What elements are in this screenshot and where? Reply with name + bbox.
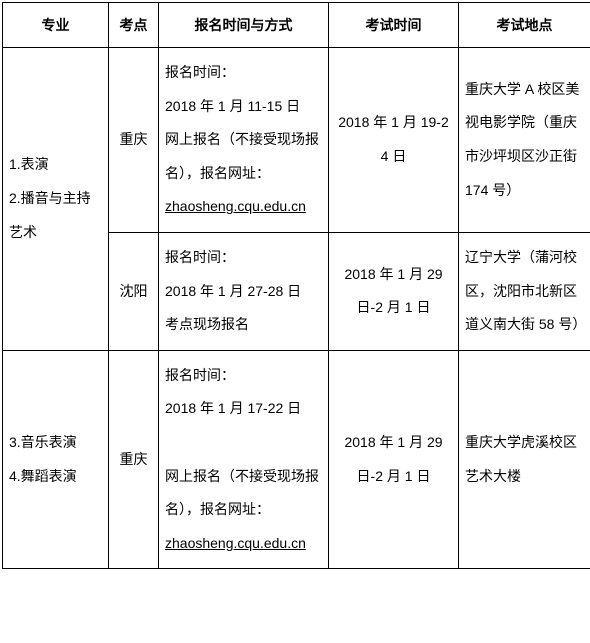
header-site: 考点 [109,3,159,48]
cell-exam-location: 辽宁大学（蒲河校区，沈阳市北新区道义南大街 58 号） [459,232,590,350]
cell-exam-time: 2018 年 1 月 29 日-2 月 1 日 [329,232,459,350]
header-major: 专业 [3,3,109,48]
registration-text: 报名时间：2018 年 1 月 17-22 日网上报名（不接受现场报名），报名网… [165,367,319,517]
cell-exam-location: 重庆大学 A 校区美视电影学院（重庆市沙坪坝区沙正街 174 号） [459,48,590,233]
header-exam-time: 考试时间 [329,3,459,48]
header-exam-location: 考试地点 [459,3,590,48]
registration-url: zhaosheng.cqu.edu.cn [165,198,306,214]
cell-exam-time: 2018 年 1 月 19-24 日 [329,48,459,233]
cell-registration: 报名时间：2018 年 1 月 11-15 日网上报名（不接受现场报名），报名网… [159,48,329,233]
cell-site: 重庆 [109,350,159,569]
cell-exam-location: 重庆大学虎溪校区艺术大楼 [459,350,590,569]
cell-major: 1.表演2.播音与主持艺术 [3,48,109,351]
table-header-row: 专业 考点 报名时间与方式 考试时间 考试地点 [3,3,590,48]
cell-exam-time: 2018 年 1 月 29 日-2 月 1 日 [329,350,459,569]
registration-text: 报名时间：2018 年 1 月 11-15 日网上报名（不接受现场报名），报名网… [165,64,319,181]
cell-registration: 报名时间：2018 年 1 月 27-28 日考点现场报名 [159,232,329,350]
cell-major: 3.音乐表演4.舞蹈表演 [3,350,109,569]
cell-site: 沈阳 [109,232,159,350]
table-row: 3.音乐表演4.舞蹈表演 重庆 报名时间：2018 年 1 月 17-22 日网… [3,350,590,569]
exam-info-table: 专业 考点 报名时间与方式 考试时间 考试地点 1.表演2.播音与主持艺术 重庆… [2,2,590,569]
cell-registration: 报名时间：2018 年 1 月 17-22 日网上报名（不接受现场报名），报名网… [159,350,329,569]
cell-site: 重庆 [109,48,159,233]
table-row: 1.表演2.播音与主持艺术 重庆 报名时间：2018 年 1 月 11-15 日… [3,48,590,233]
header-registration: 报名时间与方式 [159,3,329,48]
registration-url: zhaosheng.cqu.edu.cn [165,535,306,551]
